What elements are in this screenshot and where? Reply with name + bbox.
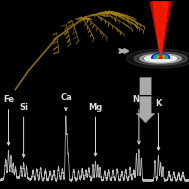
Text: Si: Si [19, 102, 28, 157]
Wedge shape [152, 54, 170, 58]
FancyArrow shape [136, 96, 155, 123]
Ellipse shape [140, 54, 181, 63]
Text: K: K [155, 99, 162, 150]
Polygon shape [150, 2, 171, 58]
FancyArrow shape [136, 77, 155, 106]
Text: Mg: Mg [88, 102, 103, 156]
Ellipse shape [145, 55, 177, 62]
Ellipse shape [134, 52, 187, 65]
Polygon shape [153, 2, 168, 58]
Text: Fe: Fe [3, 95, 14, 145]
Wedge shape [155, 56, 166, 58]
Wedge shape [153, 54, 168, 58]
Text: Na: Na [133, 95, 145, 144]
Wedge shape [159, 57, 162, 58]
Wedge shape [157, 56, 164, 58]
Ellipse shape [127, 49, 189, 68]
Text: Ca: Ca [60, 93, 72, 110]
